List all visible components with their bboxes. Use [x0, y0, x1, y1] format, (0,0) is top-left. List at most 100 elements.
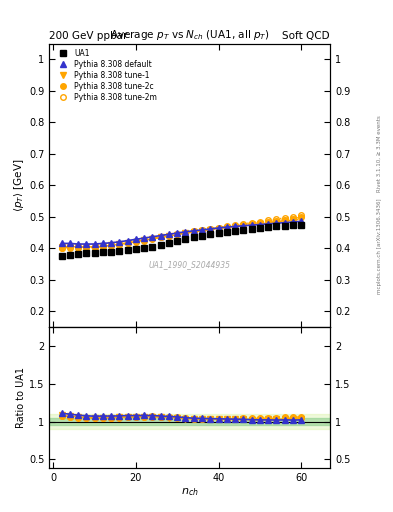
Line: Pythia 8.308 default: Pythia 8.308 default	[59, 219, 304, 247]
UA1	[191, 233, 196, 240]
Title: Average $p_T$ vs $N_{ch}$ (UA1, all $p_T$): Average $p_T$ vs $N_{ch}$ (UA1, all $p_T…	[110, 28, 270, 42]
Pythia 8.308 default	[59, 240, 64, 246]
Pythia 8.308 tune-2c	[134, 238, 138, 244]
UA1	[282, 223, 287, 229]
Pythia 8.308 tune-1	[84, 244, 89, 250]
UA1	[274, 223, 279, 229]
Pythia 8.308 tune-2c	[59, 244, 64, 250]
Pythia 8.308 tune-2m	[299, 212, 303, 218]
UA1	[158, 242, 163, 248]
Pythia 8.308 tune-2c	[101, 243, 105, 249]
Pythia 8.308 tune-2c	[109, 242, 114, 248]
UA1	[299, 222, 303, 228]
Pythia 8.308 default	[167, 231, 171, 238]
Pythia 8.308 tune-2m	[125, 240, 130, 246]
Pythia 8.308 default	[224, 224, 229, 230]
Pythia 8.308 default	[208, 226, 213, 232]
Pythia 8.308 default	[249, 222, 254, 228]
UA1	[150, 244, 155, 250]
Pythia 8.308 tune-1	[274, 219, 279, 225]
UA1	[101, 249, 105, 255]
Pythia 8.308 tune-2m	[68, 245, 72, 251]
Pythia 8.308 tune-2m	[92, 244, 97, 250]
Pythia 8.308 default	[233, 223, 237, 229]
Text: mcplots.cern.ch [arXiv:1306.3436]: mcplots.cern.ch [arXiv:1306.3436]	[377, 198, 382, 293]
Bar	[49, 414, 330, 429]
UA1	[266, 224, 270, 230]
Pythia 8.308 tune-1	[249, 222, 254, 228]
Pythia 8.308 default	[117, 239, 122, 245]
Line: Pythia 8.308 tune-1: Pythia 8.308 tune-1	[59, 217, 304, 250]
Pythia 8.308 tune-2c	[274, 218, 279, 224]
Pythia 8.308 tune-1	[134, 239, 138, 245]
Legend: UA1, Pythia 8.308 default, Pythia 8.308 tune-1, Pythia 8.308 tune-2c, Pythia 8.3: UA1, Pythia 8.308 default, Pythia 8.308 …	[53, 47, 159, 103]
Pythia 8.308 default	[101, 240, 105, 246]
Pythia 8.308 tune-1	[208, 226, 213, 232]
Pythia 8.308 tune-1	[109, 242, 114, 248]
Pythia 8.308 tune-2c	[68, 244, 72, 250]
Pythia 8.308 tune-2c	[200, 227, 204, 233]
Pythia 8.308 tune-1	[167, 233, 171, 239]
Text: Soft QCD: Soft QCD	[283, 31, 330, 41]
Pythia 8.308 tune-2m	[158, 234, 163, 241]
Pythia 8.308 tune-2m	[200, 227, 204, 233]
Pythia 8.308 tune-2c	[117, 241, 122, 247]
Pythia 8.308 tune-1	[299, 216, 303, 222]
Pythia 8.308 tune-2m	[257, 219, 262, 225]
Pythia 8.308 tune-2m	[84, 245, 89, 251]
Pythia 8.308 default	[84, 241, 89, 247]
Pythia 8.308 tune-2m	[241, 221, 246, 227]
Pythia 8.308 default	[134, 236, 138, 242]
UA1	[59, 253, 64, 259]
Pythia 8.308 tune-2c	[266, 219, 270, 225]
UA1	[117, 248, 122, 254]
Pythia 8.308 tune-1	[175, 231, 180, 238]
Pythia 8.308 tune-1	[266, 220, 270, 226]
UA1	[224, 229, 229, 235]
Pythia 8.308 tune-2c	[241, 222, 246, 228]
Pythia 8.308 tune-2m	[134, 239, 138, 245]
UA1	[134, 246, 138, 252]
Pythia 8.308 tune-2m	[233, 222, 237, 228]
UA1	[167, 240, 171, 246]
Text: UA1_1990_S2044935: UA1_1990_S2044935	[149, 260, 231, 269]
Pythia 8.308 tune-1	[117, 241, 122, 247]
Pythia 8.308 default	[68, 240, 72, 246]
Pythia 8.308 tune-2m	[117, 242, 122, 248]
Pythia 8.308 default	[76, 241, 81, 247]
Pythia 8.308 tune-2c	[142, 237, 147, 243]
Pythia 8.308 tune-1	[125, 240, 130, 246]
Pythia 8.308 tune-1	[59, 244, 64, 250]
Pythia 8.308 tune-2c	[92, 244, 97, 250]
Pythia 8.308 tune-2c	[84, 244, 89, 250]
Pythia 8.308 tune-1	[241, 223, 246, 229]
Pythia 8.308 tune-1	[76, 244, 81, 250]
Text: Rivet 3.1.10, ≥ 3.3M events: Rivet 3.1.10, ≥ 3.3M events	[377, 115, 382, 192]
Y-axis label: Ratio to UA1: Ratio to UA1	[16, 367, 26, 428]
UA1	[68, 252, 72, 258]
UA1	[208, 231, 213, 238]
Pythia 8.308 tune-2m	[175, 231, 180, 238]
Pythia 8.308 tune-2m	[150, 236, 155, 242]
Pythia 8.308 tune-2c	[224, 224, 229, 230]
UA1	[290, 222, 295, 228]
Pythia 8.308 tune-1	[257, 221, 262, 227]
Pythia 8.308 tune-2m	[224, 223, 229, 229]
UA1	[142, 245, 147, 251]
Pythia 8.308 tune-1	[92, 244, 97, 250]
Pythia 8.308 default	[299, 218, 303, 224]
Pythia 8.308 default	[257, 222, 262, 228]
Pythia 8.308 tune-1	[183, 230, 188, 237]
UA1	[200, 232, 204, 239]
UA1	[257, 225, 262, 231]
Pythia 8.308 tune-2c	[158, 234, 163, 240]
Line: UA1: UA1	[58, 221, 305, 260]
Pythia 8.308 tune-2m	[216, 225, 221, 231]
X-axis label: $n_{ch}$: $n_{ch}$	[181, 486, 198, 498]
Pythia 8.308 tune-2m	[167, 233, 171, 239]
Pythia 8.308 default	[158, 232, 163, 239]
Pythia 8.308 tune-2c	[167, 232, 171, 239]
Pythia 8.308 tune-2c	[249, 221, 254, 227]
Pythia 8.308 tune-2c	[175, 231, 180, 237]
Pythia 8.308 default	[274, 220, 279, 226]
